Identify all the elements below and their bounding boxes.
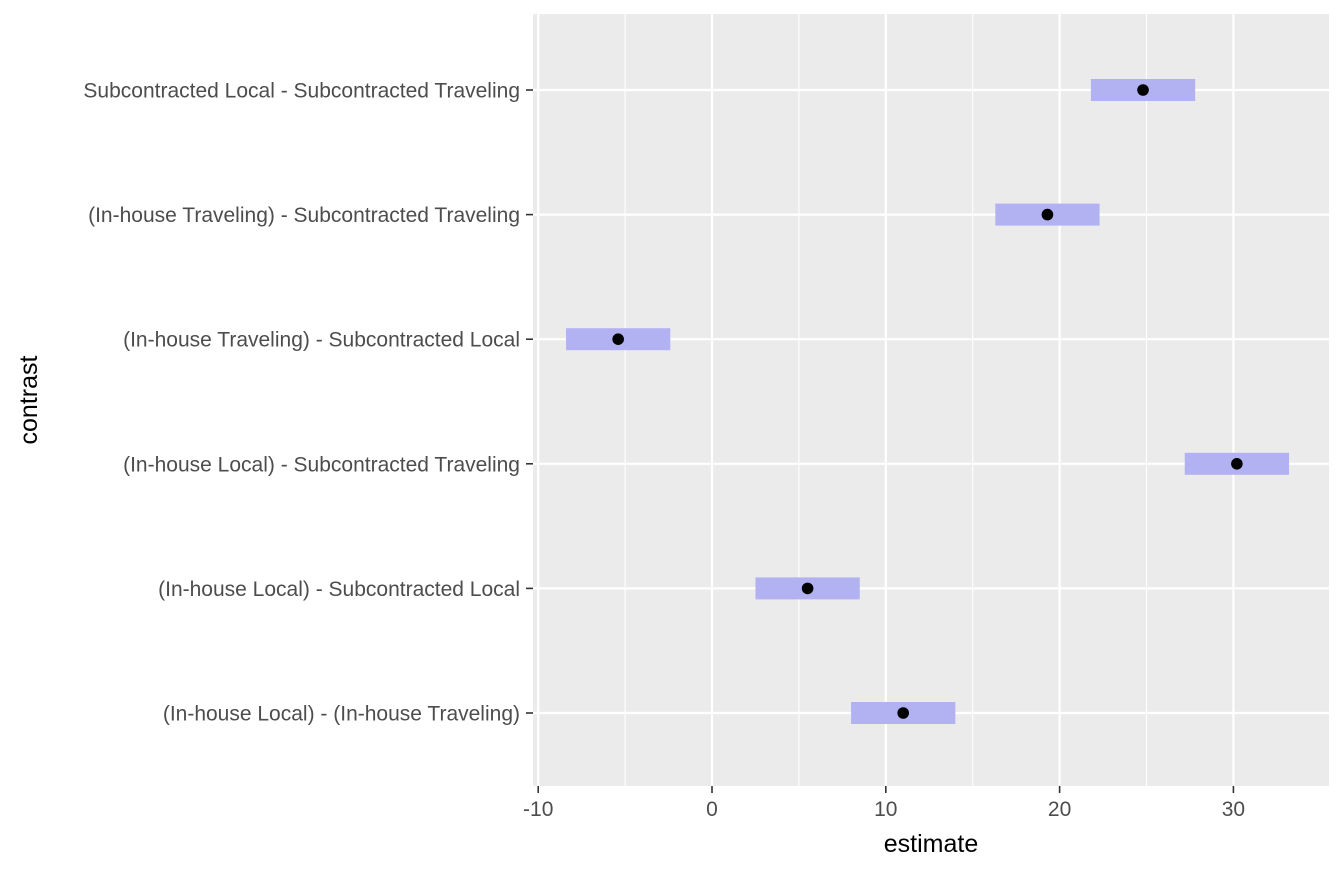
y-tick-label: (In-house Traveling) - Subcontracted Tra… [88,204,520,227]
y-axis-title: contrast [15,355,43,444]
estimate-point [612,333,624,346]
estimate-point [1231,458,1243,470]
x-axis: -10 0 10 20 30 [523,786,1245,821]
y-tick-label: Subcontracted Local - Subcontracted Trav… [83,80,520,103]
x-tick-label: -10 [523,798,553,821]
estimate-points [612,84,1243,719]
estimate-point [801,582,814,595]
plot-panel [533,14,1329,786]
x-tick-label: 10 [874,798,897,821]
y-tick-label: (In-house Local) - Subcontracted Traveli… [123,453,520,476]
y-tick-label: (In-house Traveling) - Subcontracted Loc… [123,329,520,352]
x-axis-title: estimate [884,830,978,858]
y-tick-label: (In-house Local) - (In-house Traveling) [163,703,520,726]
estimate-point [897,707,909,719]
estimate-point [1137,84,1149,96]
x-tick-label: 20 [1048,798,1071,821]
estimate-point [1041,208,1054,221]
y-axis: Subcontracted Local - Subcontracted Trav… [83,80,533,726]
y-tick-label: (In-house Local) - Subcontracted Local [158,578,520,601]
x-tick-label: 30 [1222,798,1245,821]
x-tick-label: 0 [706,798,718,821]
